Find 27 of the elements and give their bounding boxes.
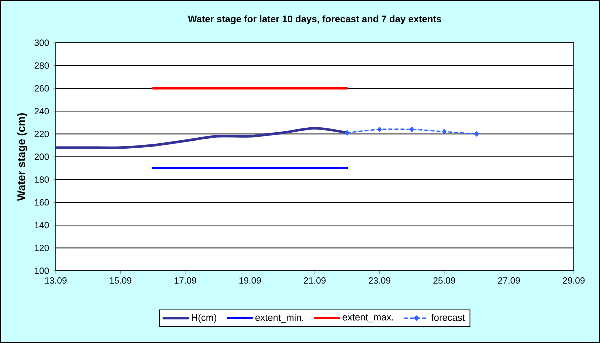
x-tick-label: 25.09: [434, 278, 456, 284]
x-tick-label: 17.09: [174, 278, 196, 284]
y-tick-label: 200: [34, 154, 50, 160]
y-axis-title: Water stage (cm): [17, 113, 28, 202]
y-tick-label: 240: [34, 108, 50, 115]
x-tick-label: 29.09: [563, 278, 585, 284]
x-tick-label: 19.09: [240, 278, 262, 284]
chart-title: Water stage for later 10 days, forecast and 7 day extents: [188, 16, 442, 24]
legend-label: extent_max.: [342, 314, 394, 323]
x-tick-label: 15.09: [110, 278, 132, 284]
y-tick-label: 100: [35, 268, 50, 274]
x-tick-label: 23.09: [368, 278, 391, 284]
legend-label: extent_min.: [256, 314, 304, 323]
y-tick-label: 180: [35, 176, 50, 183]
y-tick-label: 120: [35, 245, 50, 252]
y-tick-label: 300: [34, 40, 50, 46]
y-tick-label: 140: [35, 222, 50, 229]
line-series: [56, 127, 349, 150]
legend-label: forecast: [432, 314, 466, 322]
y-tick-label: 160: [35, 199, 50, 206]
x-tick-label: 21.09: [304, 278, 326, 284]
legend-label: H(cm): [192, 314, 217, 324]
y-tick-label: 260: [34, 85, 50, 92]
y-tick-label: 280: [34, 62, 50, 69]
x-tick-label: 27.09: [498, 278, 520, 284]
y-tick-label: 220: [34, 131, 50, 138]
x-tick-label: 13.09: [45, 278, 67, 284]
